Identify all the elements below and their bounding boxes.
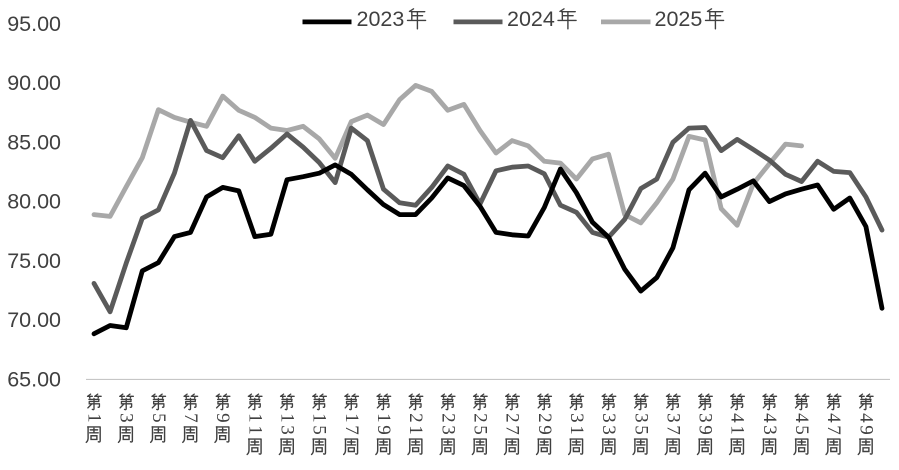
svg-text:5: 5 (148, 413, 169, 423)
svg-text:1: 1 (309, 413, 330, 423)
svg-text:1: 1 (405, 425, 426, 435)
svg-text:4: 4 (855, 413, 876, 423)
svg-text:1: 1 (244, 425, 265, 435)
svg-text:9: 9 (695, 425, 716, 435)
svg-text:2024: 2024 (507, 7, 555, 31)
svg-text:1: 1 (341, 413, 362, 423)
svg-text:3: 3 (630, 413, 651, 423)
svg-text:90.00: 90.00 (7, 71, 61, 95)
svg-text:95.00: 95.00 (7, 12, 61, 36)
svg-text:3: 3 (759, 425, 780, 435)
svg-text:1: 1 (566, 425, 587, 435)
svg-text:7: 7 (502, 425, 523, 435)
svg-text:5: 5 (630, 425, 651, 435)
svg-text:4: 4 (791, 413, 812, 423)
svg-text:2: 2 (502, 413, 523, 423)
svg-text:2023: 2023 (357, 7, 405, 31)
svg-text:5: 5 (470, 425, 491, 435)
svg-text:80.00: 80.00 (7, 190, 61, 214)
svg-text:3: 3 (116, 413, 137, 423)
svg-text:3: 3 (566, 413, 587, 423)
svg-text:3: 3 (277, 425, 298, 435)
svg-text:1: 1 (373, 413, 394, 423)
svg-text:1: 1 (277, 413, 298, 423)
svg-text:3: 3 (598, 425, 619, 435)
svg-text:9: 9 (373, 425, 394, 435)
svg-text:2025: 2025 (655, 7, 703, 31)
svg-text:70.00: 70.00 (7, 308, 61, 332)
svg-text:5: 5 (791, 425, 812, 435)
svg-text:2: 2 (405, 413, 426, 423)
svg-text:9: 9 (855, 425, 876, 435)
svg-text:1: 1 (244, 413, 265, 423)
svg-text:4: 4 (727, 413, 748, 423)
svg-text:7: 7 (662, 425, 683, 435)
svg-text:7: 7 (341, 425, 362, 435)
svg-text:9: 9 (212, 413, 233, 423)
svg-text:9: 9 (534, 425, 555, 435)
svg-text:3: 3 (437, 425, 458, 435)
svg-text:4: 4 (759, 413, 780, 423)
svg-text:3: 3 (598, 413, 619, 423)
svg-text:7: 7 (823, 425, 844, 435)
svg-text:3: 3 (695, 413, 716, 423)
svg-text:1: 1 (727, 425, 748, 435)
svg-text:7: 7 (180, 413, 201, 423)
svg-text:65.00: 65.00 (7, 367, 61, 391)
svg-text:2: 2 (534, 413, 555, 423)
svg-text:3: 3 (662, 413, 683, 423)
svg-text:75.00: 75.00 (7, 249, 61, 273)
svg-text:5: 5 (309, 425, 330, 435)
svg-text:2: 2 (437, 413, 458, 423)
svg-text:4: 4 (823, 413, 844, 423)
svg-text:1: 1 (84, 413, 105, 423)
svg-text:85.00: 85.00 (7, 130, 61, 154)
svg-text:2: 2 (470, 413, 491, 423)
